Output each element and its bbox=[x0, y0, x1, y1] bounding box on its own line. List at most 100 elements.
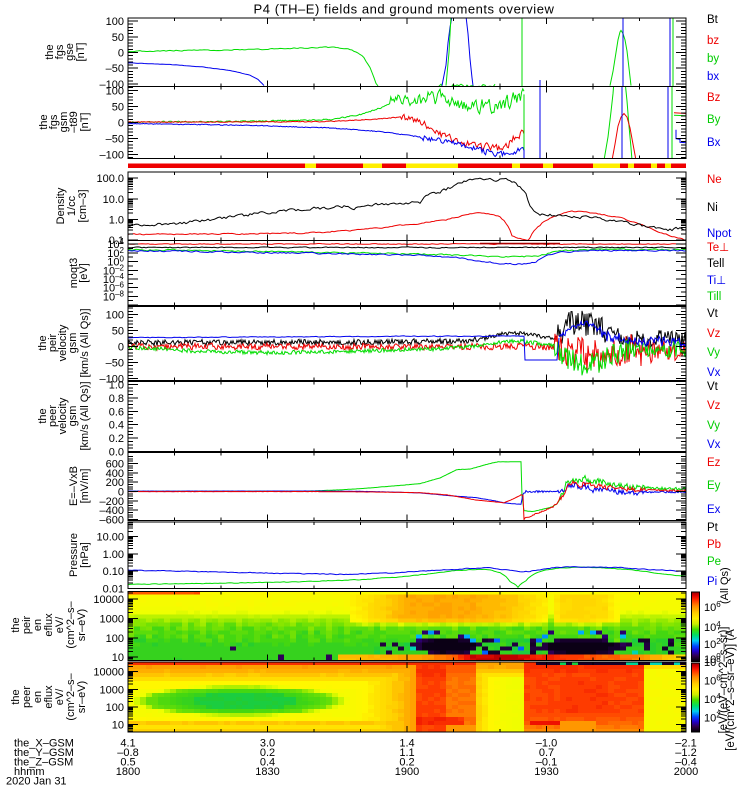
svg-text:eV/: eV/ bbox=[54, 688, 66, 705]
svg-text:–200: –200 bbox=[100, 496, 124, 508]
svg-text:bz: bz bbox=[707, 35, 719, 47]
svg-text:the: the bbox=[38, 114, 50, 129]
svg-text:Vy: Vy bbox=[707, 347, 720, 359]
svg-text:the: the bbox=[44, 44, 56, 59]
svg-text:Vt: Vt bbox=[707, 381, 719, 393]
svg-text:–400: –400 bbox=[100, 505, 124, 517]
svg-text:the_Z–GSM: the_Z–GSM bbox=[14, 757, 73, 769]
svg-text:the: the bbox=[10, 689, 22, 704]
svg-text:eflux: eflux bbox=[43, 613, 55, 637]
svg-text:Pi: Pi bbox=[707, 576, 717, 588]
svg-text:Ne: Ne bbox=[707, 174, 722, 186]
svg-text:[mV/m]: [mV/m] bbox=[79, 469, 91, 504]
svg-text:100: 100 bbox=[106, 633, 124, 645]
svg-text:0.0: 0.0 bbox=[109, 447, 124, 459]
svg-text:0: 0 bbox=[118, 342, 124, 354]
svg-text:Vz: Vz bbox=[707, 328, 721, 340]
svg-text:100: 100 bbox=[106, 86, 124, 98]
svg-text:(cm^2–s–: (cm^2–s– bbox=[65, 600, 77, 648]
svg-text:0.4: 0.4 bbox=[109, 420, 124, 432]
svg-text:Vz: Vz bbox=[707, 400, 721, 412]
svg-text:–50: –50 bbox=[106, 63, 124, 75]
svg-text:–t89: –t89 bbox=[68, 111, 80, 132]
svg-text:Vt: Vt bbox=[707, 308, 719, 320]
svg-text:(cm^2–s–: (cm^2–s– bbox=[65, 672, 77, 720]
svg-text:100: 100 bbox=[106, 310, 124, 322]
svg-text:–0.8: –0.8 bbox=[117, 747, 138, 759]
svg-text:Ey: Ey bbox=[707, 480, 721, 492]
svg-text:4.1: 4.1 bbox=[120, 738, 135, 750]
svg-text:Vx: Vx bbox=[707, 439, 721, 451]
svg-text:[nT]: [nT] bbox=[79, 113, 91, 132]
svg-text:–0.4: –0.4 bbox=[675, 757, 696, 769]
svg-text:[eV/(cm^2–s–sr–eV)] (A: [eV/(cm^2–s–sr–eV)] (A bbox=[725, 629, 737, 751]
svg-text:peer: peer bbox=[21, 686, 33, 708]
svg-text:sr–eV): sr–eV) bbox=[76, 609, 88, 641]
svg-text:Te⊥: Te⊥ bbox=[707, 242, 729, 254]
svg-text:[nT]: [nT] bbox=[75, 43, 87, 62]
svg-text:Ez: Ez bbox=[707, 457, 721, 469]
svg-text:Npot: Npot bbox=[707, 228, 732, 240]
svg-text:1000: 1000 bbox=[100, 613, 124, 625]
svg-text:Bz: Bz bbox=[707, 92, 721, 104]
svg-text:10.00: 10.00 bbox=[96, 532, 124, 544]
svg-text:sr–eV): sr–eV) bbox=[76, 681, 88, 713]
svg-text:peir: peir bbox=[21, 615, 33, 634]
svg-text:0.2: 0.2 bbox=[399, 757, 414, 769]
svg-text:1800: 1800 bbox=[116, 766, 140, 778]
svg-text:0.6: 0.6 bbox=[109, 406, 124, 418]
svg-text:1.1: 1.1 bbox=[399, 747, 414, 759]
svg-text:–0.1: –0.1 bbox=[536, 757, 557, 769]
svg-text:eflux: eflux bbox=[43, 685, 55, 709]
svg-text:1.0: 1.0 bbox=[109, 214, 124, 226]
svg-text:By: By bbox=[707, 114, 721, 126]
svg-text:(All Qs): (All Qs) bbox=[719, 567, 731, 604]
svg-text:0.5: 0.5 bbox=[120, 757, 135, 769]
svg-text:0.8: 0.8 bbox=[109, 393, 124, 405]
svg-text:Pe: Pe bbox=[707, 556, 721, 568]
svg-text:peer: peer bbox=[47, 405, 59, 427]
svg-text:velocity: velocity bbox=[57, 397, 69, 434]
svg-text:–100: –100 bbox=[100, 150, 124, 162]
svg-text:eV/: eV/ bbox=[54, 616, 66, 633]
svg-text:10: 10 bbox=[112, 720, 124, 732]
svg-text:P4 (TH–E) fields and ground mo: P4 (TH–E) fields and ground moments over… bbox=[254, 2, 555, 17]
svg-text:E=–VxB: E=–VxB bbox=[68, 466, 80, 506]
svg-text:1/cc: 1/cc bbox=[66, 195, 78, 216]
svg-text:gsm: gsm bbox=[67, 333, 79, 354]
svg-text:0.1: 0.1 bbox=[109, 235, 124, 247]
svg-text:the_Y–GSM: the_Y–GSM bbox=[14, 747, 74, 759]
svg-text:Bt: Bt bbox=[707, 14, 719, 26]
svg-text:fgs: fgs bbox=[54, 44, 66, 59]
svg-text:1930: 1930 bbox=[534, 766, 558, 778]
svg-text:fgs: fgs bbox=[48, 114, 60, 129]
svg-text:Ti⊥: Ti⊥ bbox=[707, 275, 726, 287]
svg-text:0: 0 bbox=[118, 118, 124, 130]
svg-text:0.2: 0.2 bbox=[260, 747, 275, 759]
svg-text:Tell: Tell bbox=[707, 258, 724, 270]
svg-text:gse: gse bbox=[64, 43, 76, 61]
svg-text:en: en bbox=[32, 619, 44, 631]
svg-text:Density: Density bbox=[55, 187, 67, 224]
svg-text:600: 600 bbox=[106, 459, 124, 471]
svg-text:100.0: 100.0 bbox=[96, 173, 124, 185]
svg-text:the: the bbox=[37, 408, 49, 423]
svg-text:0.7: 0.7 bbox=[539, 747, 554, 759]
svg-text:Pt: Pt bbox=[707, 522, 719, 534]
svg-text:en: en bbox=[32, 691, 44, 703]
svg-text:Bx: Bx bbox=[707, 137, 721, 149]
svg-text:–600: –600 bbox=[100, 515, 124, 527]
svg-text:Ex: Ex bbox=[707, 504, 721, 516]
svg-text:100: 100 bbox=[106, 702, 124, 714]
svg-text:gsm: gsm bbox=[58, 112, 70, 133]
svg-text:Till: Till bbox=[707, 291, 721, 303]
svg-text:–2.1: –2.1 bbox=[675, 738, 696, 750]
svg-text:by: by bbox=[707, 53, 719, 65]
svg-text:the: the bbox=[37, 335, 49, 350]
svg-text:peir: peir bbox=[47, 333, 59, 352]
svg-text:50: 50 bbox=[112, 102, 124, 114]
svg-text:–50: –50 bbox=[106, 134, 124, 146]
svg-text:1.0: 1.0 bbox=[109, 380, 124, 392]
svg-text:400: 400 bbox=[106, 468, 124, 480]
svg-text:0: 0 bbox=[118, 487, 124, 499]
